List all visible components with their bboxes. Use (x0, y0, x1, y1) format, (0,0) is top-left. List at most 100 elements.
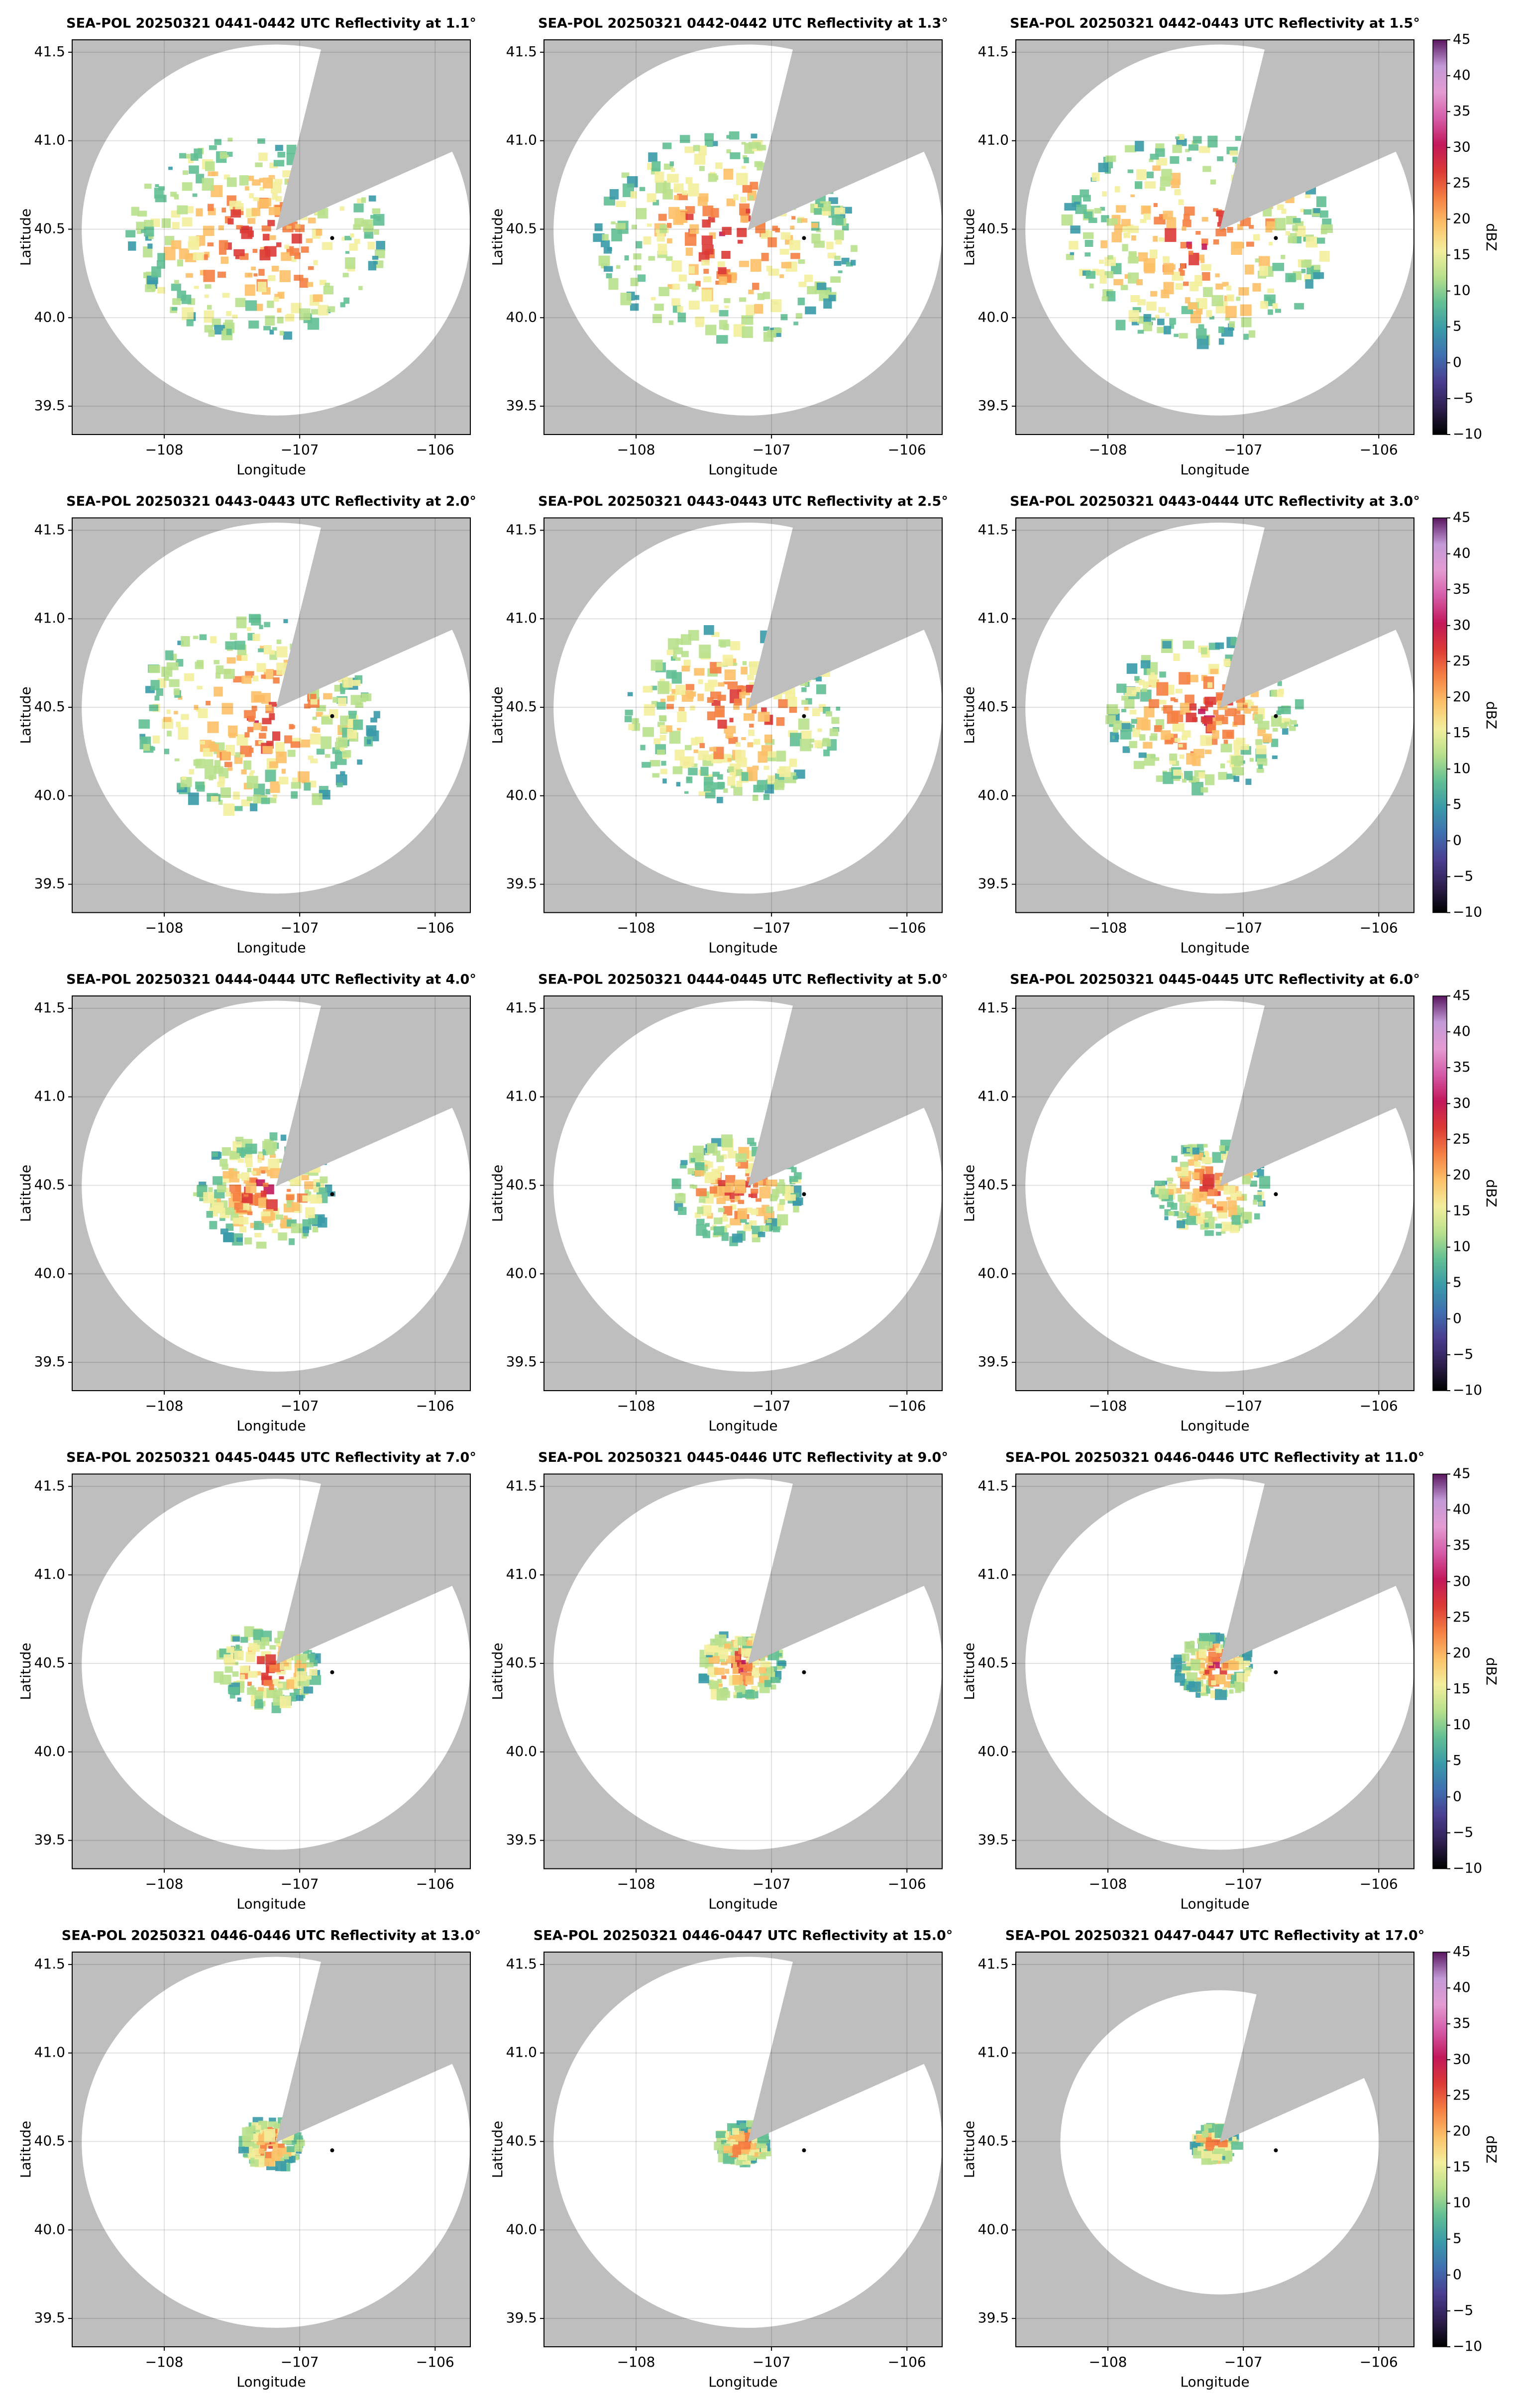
echo (603, 266, 613, 272)
echo (325, 283, 330, 287)
echo (738, 1200, 745, 1204)
echo (1136, 169, 1147, 180)
echo (186, 319, 194, 327)
echo (1303, 209, 1312, 215)
echo (1258, 1201, 1263, 1206)
echo (1223, 1185, 1236, 1195)
x-tick-label: −107 (753, 441, 791, 458)
echo (1305, 236, 1318, 248)
echo (1144, 181, 1156, 189)
echo (699, 166, 705, 171)
echo (257, 1656, 265, 1664)
echo (666, 650, 675, 656)
echo (241, 1172, 249, 1182)
y-tick-label: 40.0 (978, 309, 1009, 325)
echo (694, 1212, 701, 1218)
echo (275, 742, 285, 753)
plot-frame (543, 1952, 943, 2347)
echo (232, 1661, 238, 1665)
echo (265, 704, 272, 711)
echo (349, 243, 358, 251)
y-tick-label: 41.5 (978, 1956, 1009, 1972)
echo (337, 737, 348, 748)
echo (1136, 279, 1143, 286)
plot-area (544, 996, 942, 1391)
echo (128, 241, 136, 251)
echo (1201, 2151, 1212, 2159)
echo (232, 1636, 240, 1642)
echo (655, 228, 662, 233)
echo (188, 792, 199, 805)
echo (1225, 317, 1230, 321)
x-tick-label: −107 (1224, 1398, 1263, 1414)
echo (759, 1666, 766, 1674)
x-tick-label: −108 (617, 1876, 655, 1892)
echo (668, 320, 674, 325)
plot-area (1016, 1952, 1414, 2347)
echo (269, 1645, 276, 1650)
echo (300, 739, 310, 748)
echo (746, 305, 755, 316)
echo (776, 751, 786, 762)
radar-site (330, 1670, 334, 1674)
echo (699, 645, 711, 658)
echo (702, 1230, 711, 1238)
echo (1182, 730, 1191, 738)
echo (725, 1668, 730, 1674)
plot-frame (1015, 517, 1414, 913)
echo (659, 678, 665, 684)
echo (252, 675, 259, 681)
echo (1226, 760, 1231, 763)
echo (758, 1231, 765, 1237)
echo (225, 1207, 235, 1215)
echo (173, 688, 180, 695)
echo (747, 674, 754, 680)
colorbar-tick-label: −5 (1453, 390, 1473, 406)
echo (816, 676, 822, 682)
y-tick-label: 41.0 (978, 132, 1009, 148)
echo (1163, 256, 1170, 263)
x-axis-label: Longitude (236, 940, 306, 956)
y-tick-label: 39.5 (978, 1353, 1009, 1370)
echo (260, 2131, 265, 2135)
echo (606, 273, 612, 279)
echo (666, 174, 679, 183)
radar-site (330, 2148, 334, 2153)
echo (1226, 1197, 1231, 1200)
echo (718, 1180, 726, 1187)
echo (1242, 704, 1248, 708)
echo (345, 257, 355, 269)
echo (1252, 283, 1261, 292)
echo (1203, 1174, 1215, 1188)
echo (258, 648, 264, 653)
echo (711, 632, 720, 637)
echo (750, 259, 761, 272)
echo (253, 273, 258, 277)
echo (273, 297, 279, 302)
echo (1184, 770, 1193, 780)
echo (1215, 1223, 1222, 1229)
echo (797, 218, 802, 223)
blocked-sector (1219, 1952, 1414, 2143)
y-tick-label: 39.5 (978, 1832, 1009, 1848)
echo (1189, 252, 1199, 265)
echo (666, 256, 673, 261)
colorbar-tick-label: 5 (1453, 1752, 1462, 1768)
echo (661, 761, 666, 766)
echo (1150, 733, 1158, 740)
echo (720, 1216, 728, 1222)
echo (1163, 771, 1174, 784)
echo (709, 747, 717, 752)
colorbar-tick-label: 35 (1453, 1537, 1471, 1553)
echo (677, 313, 686, 323)
x-axis-label: Longitude (708, 1896, 777, 1912)
echo (1230, 1661, 1239, 1670)
echo (1180, 242, 1187, 249)
echo (1219, 2156, 1225, 2160)
echo (224, 1666, 233, 1673)
echo (1216, 1647, 1221, 1653)
echo (690, 1158, 695, 1163)
echo (758, 712, 770, 722)
echo (714, 1667, 725, 1675)
plot-frame (72, 39, 471, 435)
